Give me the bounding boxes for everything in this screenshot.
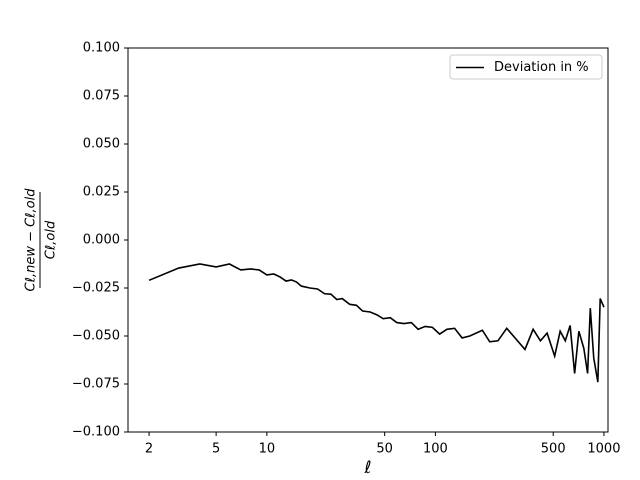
y-label-numerator: Cℓ,new − Cℓ,old [24, 188, 39, 292]
y-axis-label: Cℓ,new − Cℓ,old Cℓ,old [24, 188, 59, 292]
x-tick-label: 10 [259, 442, 276, 457]
y-tick-label: −0.050 [72, 329, 120, 344]
x-tick-label: 50 [376, 442, 393, 457]
x-tick-label: 2 [145, 442, 153, 457]
x-tick-label: 5 [212, 442, 220, 457]
legend: Deviation in % [449, 54, 603, 80]
y-tick-label: 0.000 [83, 233, 120, 248]
y-label-denominator: Cℓ,old [44, 220, 59, 259]
y-tick-label: 0.100 [83, 41, 120, 56]
x-tick-label: 1000 [587, 442, 620, 457]
y-tick-label: −0.100 [72, 425, 120, 440]
y-tick-label: −0.025 [72, 281, 120, 296]
data-line [148, 263, 605, 383]
x-axis-label: ℓ [363, 458, 371, 478]
x-tick-label: 500 [541, 442, 566, 457]
y-tick-label: 0.025 [83, 185, 120, 200]
y-tick-label: 0.075 [83, 89, 120, 104]
y-tick-label: −0.075 [72, 377, 120, 392]
x-tick-label: 100 [423, 442, 448, 457]
y-tick-label: 0.050 [83, 137, 120, 152]
legend-label: Deviation in % [494, 60, 589, 75]
legend-box [449, 54, 603, 80]
plot-frame [127, 47, 609, 433]
